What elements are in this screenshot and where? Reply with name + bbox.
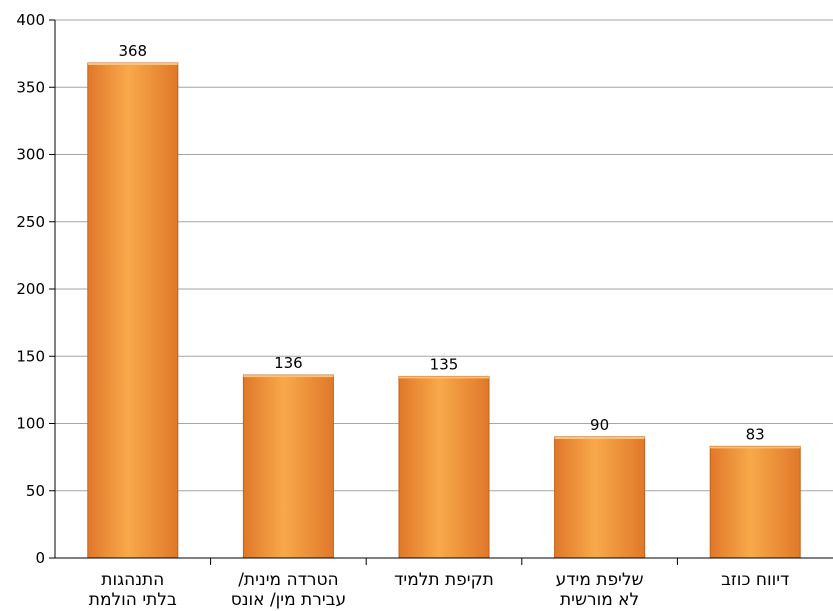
y-tick-label: 300 xyxy=(16,146,45,164)
bar xyxy=(87,62,179,559)
bar xyxy=(242,374,334,559)
y-tick-label: 150 xyxy=(16,347,45,365)
data-label: 83 xyxy=(746,425,765,443)
y-tick-label: 400 xyxy=(16,11,45,29)
y-tick-labels: 0 50 100 150 200 250 300 350 400 xyxy=(16,11,45,567)
x-category-label: דיווח כוזב xyxy=(721,570,789,590)
data-label: 136 xyxy=(274,354,303,372)
bar xyxy=(709,445,801,559)
x-category-label: הטרדה מינית/ xyxy=(238,570,338,590)
y-tick-label: 200 xyxy=(16,280,45,298)
x-category-label: תקיפת תלמיד xyxy=(394,570,494,590)
x-category-label: עבירת מין/ אונס xyxy=(231,590,346,610)
x-category-label: בלתי הולמת xyxy=(89,590,177,610)
data-label: 90 xyxy=(590,416,609,434)
data-label: 368 xyxy=(118,42,147,60)
y-tick-label: 250 xyxy=(16,213,45,231)
y-tick-label: 100 xyxy=(16,415,45,433)
gridlines xyxy=(55,19,833,492)
bar xyxy=(398,375,490,559)
data-labels: 368 136 135 90 83 xyxy=(118,42,764,443)
x-category-label: התנהגות xyxy=(101,570,164,590)
y-tick-label: 350 xyxy=(16,78,45,96)
axes xyxy=(49,19,833,565)
data-label: 135 xyxy=(430,355,459,373)
y-tick-label: 0 xyxy=(35,549,45,567)
x-category-label: שליפת מידע xyxy=(556,570,644,590)
x-category-label: לא מורשית xyxy=(560,590,639,610)
bar xyxy=(554,436,646,559)
bars xyxy=(87,62,801,559)
y-tick-label: 50 xyxy=(26,482,45,500)
